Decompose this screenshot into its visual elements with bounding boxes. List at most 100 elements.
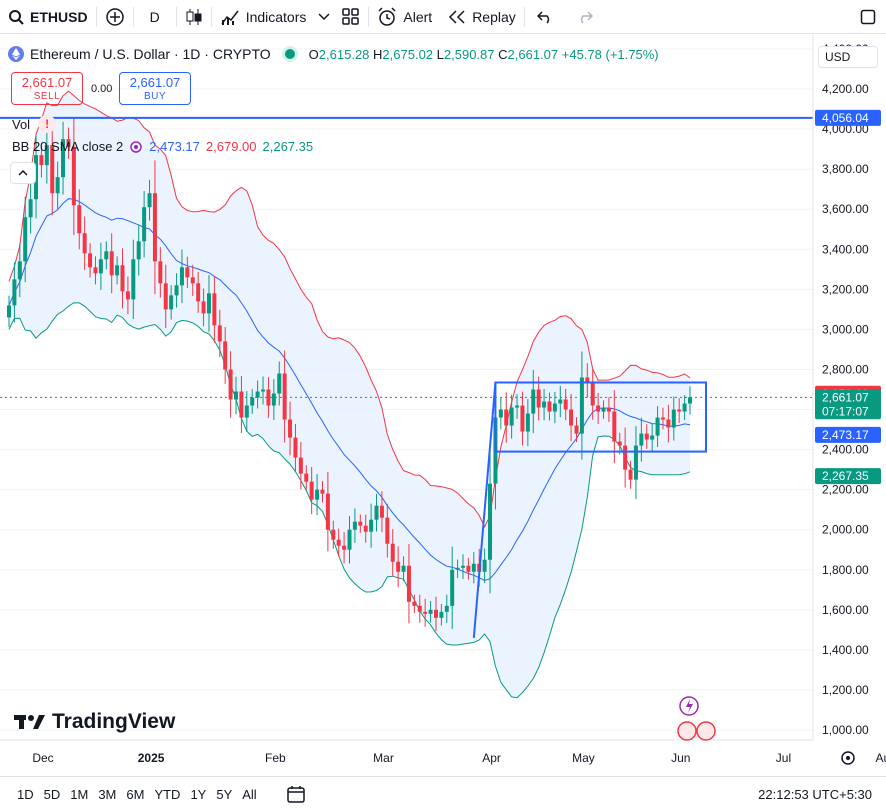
- candle-body: [520, 405, 525, 432]
- candle-body: [131, 259, 136, 300]
- brand-name: TradingView: [52, 710, 176, 733]
- candle-body: [655, 417, 660, 436]
- undo-button[interactable]: [525, 0, 565, 34]
- last-price-label: 2,661.07: [822, 390, 869, 404]
- alert-button[interactable]: Alert: [369, 0, 440, 34]
- toolbar-divider: [132, 6, 134, 27]
- square-icon: [860, 9, 876, 24]
- candle-body: [428, 609, 433, 614]
- candle-body: [396, 561, 401, 572]
- rewind-icon: [449, 9, 465, 24]
- alert-label: Alert: [403, 8, 433, 25]
- time-tick-label: Mar: [373, 751, 394, 765]
- currency-select[interactable]: USD: [818, 46, 878, 68]
- layouts-button[interactable]: [334, 0, 368, 34]
- indicators-dropdown[interactable]: [314, 0, 334, 34]
- time-tick-label: Apr: [482, 751, 501, 765]
- volume-label: Vol: [12, 116, 31, 132]
- candle-body: [125, 291, 130, 300]
- basis-price-label: 2,473.17: [822, 428, 869, 442]
- price-tick-label: 3,800.00: [822, 162, 869, 176]
- candle-body: [298, 457, 303, 474]
- indicators-button[interactable]: Indicators: [212, 0, 315, 34]
- candle-body: [455, 567, 460, 570]
- chart-type-button[interactable]: [177, 0, 211, 34]
- candle-body: [515, 405, 520, 408]
- price-tick-label: 3,400.00: [822, 242, 869, 256]
- candle-body: [488, 483, 493, 560]
- time-tick-label: 2025: [138, 751, 165, 765]
- redo-button[interactable]: [565, 0, 605, 34]
- price-chart[interactable]: 4,400.004,200.004,000.003,800.003,600.00…: [0, 35, 886, 775]
- candle-body: [261, 389, 266, 392]
- range-button-3m[interactable]: 3M: [98, 786, 117, 802]
- bottom-toolbar: 1D 5D 1M 3M 6M YTD 1Y 5Y All 22:12:53 UTC+5:30: [0, 776, 886, 811]
- symbol-search[interactable]: ETHUSD: [0, 0, 96, 34]
- clock[interactable]: 22:12:53 UTC+5:30: [758, 786, 872, 802]
- price-tick-label: 1,800.00: [822, 563, 869, 577]
- toolbar-divider: [175, 6, 177, 27]
- buy-price: 2,661.07: [129, 75, 181, 90]
- collapse-legend-button[interactable]: [10, 162, 36, 184]
- spread-value: 0.00: [91, 83, 113, 95]
- settings-icon[interactable]: [841, 751, 855, 765]
- time-axis[interactable]: Dec 2025 Feb Mar Apr May Jun Jul Aug: [32, 751, 886, 765]
- candle-body: [39, 155, 44, 166]
- range-button-ytd[interactable]: YTD: [154, 786, 181, 802]
- trend-line-drawing: [472, 382, 497, 638]
- tradingview-logo[interactable]: TradingView: [14, 710, 175, 734]
- range-button-5d[interactable]: 5D: [43, 786, 61, 802]
- time-tick-label: Dec: [32, 751, 53, 765]
- candle-body: [77, 205, 82, 234]
- chart-area[interactable]: 4,400.004,200.004,000.003,800.003,600.00…: [0, 35, 886, 775]
- range-button-5y[interactable]: 5Y: [216, 786, 233, 802]
- bollinger-legend[interactable]: BB 20 SMA close 2 2,473.17 2,679.00 2,26…: [12, 139, 313, 154]
- candle-body: [569, 409, 574, 426]
- lower-band-price-label-tag: [815, 468, 881, 485]
- candle-body: [142, 207, 147, 242]
- range-button-all[interactable]: All: [242, 786, 257, 802]
- candle-body: [406, 565, 411, 602]
- warning-icon[interactable]: !: [38, 115, 57, 133]
- candle-body: [660, 417, 665, 420]
- event-icons[interactable]: [677, 696, 716, 741]
- price-tick-label: 3,000.00: [822, 322, 869, 336]
- replay-button[interactable]: Replay: [440, 0, 524, 34]
- range-button-1y[interactable]: 1Y: [190, 786, 207, 802]
- candles-icon: [186, 8, 202, 25]
- basis-price-label-tag: [815, 426, 881, 443]
- candle-body: [288, 419, 293, 438]
- symbol-title[interactable]: Ethereum / U.S. Dollar · 1D · CRYPTO: [30, 46, 271, 62]
- candle-body: [244, 405, 249, 418]
- date-range-buttons: 1D 5D 1M 3M 6M YTD 1Y 5Y All: [0, 787, 262, 802]
- buy-label: BUY: [143, 91, 167, 102]
- toolbar-divider: [95, 6, 97, 27]
- candle-body: [666, 419, 671, 428]
- candle-body: [536, 389, 541, 408]
- sell-button[interactable]: 2,661.07 SELL: [11, 72, 83, 105]
- candle-body: [412, 601, 417, 606]
- lower-band-price-label: 2,267.35: [822, 469, 869, 483]
- grid-icon: [342, 7, 360, 25]
- candle-body: [255, 391, 260, 398]
- goto-date-button[interactable]: [286, 784, 306, 804]
- candle-body: [169, 295, 174, 310]
- compare-button[interactable]: [97, 0, 133, 34]
- hline-price-label-tag: [815, 109, 881, 126]
- bollinger-label: BB 20 SMA close 2: [12, 139, 124, 154]
- candle-body: [271, 393, 276, 406]
- candle-body: [12, 279, 17, 306]
- candle-body: [461, 565, 465, 568]
- fullscreen-button[interactable]: [850, 0, 886, 34]
- price-axis[interactable]: 4,400.004,200.004,000.003,800.003,600.00…: [822, 42, 869, 737]
- range-button-1d[interactable]: 1D: [17, 786, 34, 802]
- buy-button[interactable]: 2,661.07 BUY: [119, 72, 191, 105]
- range-button-1m[interactable]: 1M: [70, 786, 89, 802]
- range-button-6m[interactable]: 6M: [126, 786, 145, 802]
- candle-body: [115, 265, 120, 276]
- volume-indicator-legend[interactable]: Vol !: [12, 115, 57, 133]
- interval-button[interactable]: D: [149, 8, 160, 25]
- candle-body: [185, 267, 190, 278]
- candle-body: [34, 155, 39, 200]
- candle-body: [55, 177, 60, 194]
